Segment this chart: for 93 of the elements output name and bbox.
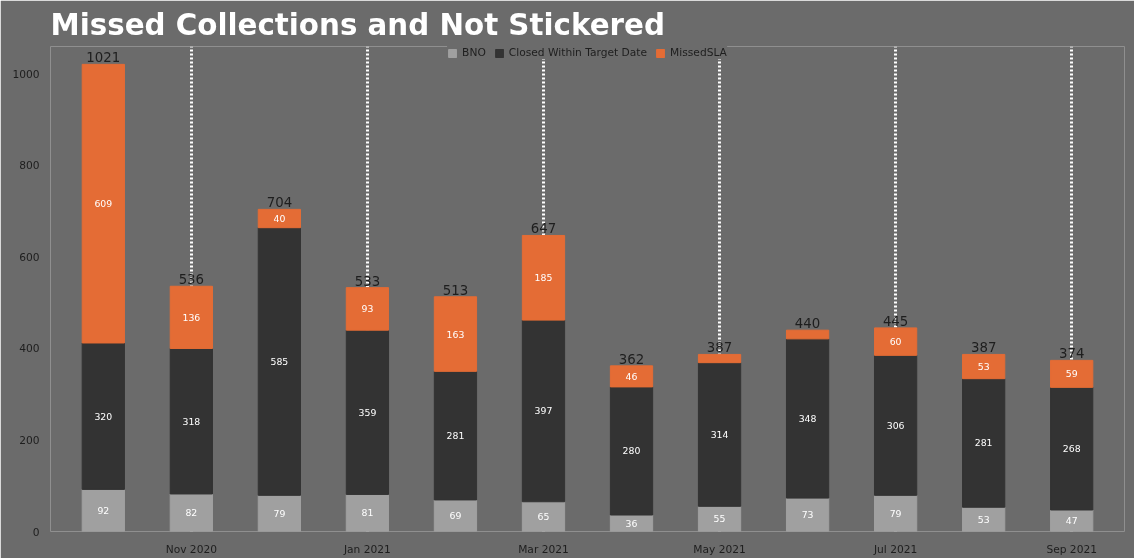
data-label: 53 xyxy=(977,513,990,525)
data-label: 314 xyxy=(710,429,729,440)
x-tick-label: Jan 2021 xyxy=(342,542,391,556)
total-label: 704 xyxy=(266,195,293,211)
data-label: 79 xyxy=(273,507,286,519)
bar xyxy=(169,493,213,532)
chart-title: Missed Collections and Not Stickered xyxy=(50,7,665,42)
x-tick-label: Jul 2021 xyxy=(872,542,918,556)
data-label: 65 xyxy=(537,511,550,523)
bar xyxy=(257,227,302,496)
data-label: 306 xyxy=(886,419,905,431)
x-tick-label: May 2021 xyxy=(693,542,746,556)
bar xyxy=(521,234,566,321)
bar xyxy=(169,347,213,495)
data-label: 320 xyxy=(94,410,113,422)
bar xyxy=(345,329,390,495)
data-label: 348 xyxy=(798,412,817,424)
data-label: 82 xyxy=(185,507,198,519)
total-label: 536 xyxy=(178,272,205,288)
bar xyxy=(257,494,302,532)
bar xyxy=(81,488,125,532)
data-label: 55 xyxy=(713,513,726,525)
bar xyxy=(697,353,742,364)
total-label: 362 xyxy=(618,351,645,367)
bar xyxy=(609,386,654,516)
x-tick-label: Mar 2021 xyxy=(518,542,569,556)
total-label: 513 xyxy=(442,282,469,298)
data-label: 318 xyxy=(182,415,201,427)
data-label: 36 xyxy=(625,517,638,529)
data-label: 53 xyxy=(977,361,990,373)
total-label: 445 xyxy=(882,313,909,329)
data-label: 136 xyxy=(182,311,201,323)
bar xyxy=(609,365,654,388)
data-label: 609 xyxy=(94,198,113,210)
data-label: 92 xyxy=(97,504,110,516)
bar xyxy=(81,342,125,490)
y-tick-label: 800 xyxy=(19,159,40,173)
x-tick-label: Sep 2021 xyxy=(1046,542,1097,556)
total-label: 533 xyxy=(354,273,381,289)
x-tick-label: Nov 2020 xyxy=(165,542,218,556)
bar xyxy=(962,353,1006,380)
data-label: 79 xyxy=(889,507,902,519)
bar xyxy=(345,493,390,532)
total-label: 387 xyxy=(706,340,733,356)
data-label: 81 xyxy=(361,507,374,519)
data-label: 281 xyxy=(446,430,465,442)
bar xyxy=(345,287,390,331)
data-label: 47 xyxy=(1065,515,1078,527)
bar xyxy=(1050,386,1094,511)
bar xyxy=(169,285,213,349)
bar xyxy=(521,319,566,503)
data-label: 585 xyxy=(270,356,289,368)
data-label: 280 xyxy=(622,445,641,457)
bar xyxy=(962,378,1006,508)
bar xyxy=(873,354,918,496)
data-label: 268 xyxy=(1062,443,1081,455)
data-label: 185 xyxy=(534,272,553,284)
bar xyxy=(873,494,918,532)
bar xyxy=(433,370,478,501)
total-label: 387 xyxy=(970,340,997,356)
data-label: 69 xyxy=(449,510,462,522)
total-label: 440 xyxy=(794,316,821,332)
total-label: 1021 xyxy=(86,50,121,66)
data-label: 60 xyxy=(889,336,902,348)
bar xyxy=(785,497,830,532)
data-label: 73 xyxy=(801,509,814,521)
bar xyxy=(521,501,566,532)
total-label: 374 xyxy=(1058,346,1085,362)
bar xyxy=(785,338,830,499)
data-label: 359 xyxy=(358,406,377,418)
data-label: 59 xyxy=(1065,368,1078,380)
bar xyxy=(785,329,830,340)
bar xyxy=(433,296,478,372)
bar xyxy=(697,362,742,507)
data-label: 40 xyxy=(273,213,286,225)
legend-label: MissedSLA xyxy=(670,46,727,59)
legend-label: BNO xyxy=(462,46,486,59)
y-tick-label: 400 xyxy=(19,342,40,356)
y-tick-label: 1000 xyxy=(12,67,40,81)
data-label: 93 xyxy=(361,303,374,315)
bar xyxy=(873,327,918,356)
bar xyxy=(1050,359,1094,388)
bar xyxy=(81,63,125,344)
data-label: 163 xyxy=(446,328,465,340)
y-tick-label: 600 xyxy=(19,250,40,264)
data-label: 46 xyxy=(625,370,638,382)
total-label: 647 xyxy=(530,221,557,237)
data-label: 281 xyxy=(974,437,993,449)
y-tick-label: 0 xyxy=(32,525,40,539)
bar xyxy=(257,208,302,229)
legend-label: Closed Within Target Date xyxy=(508,46,648,59)
y-tick-label: 200 xyxy=(19,433,40,447)
data-label: 397 xyxy=(534,405,553,417)
